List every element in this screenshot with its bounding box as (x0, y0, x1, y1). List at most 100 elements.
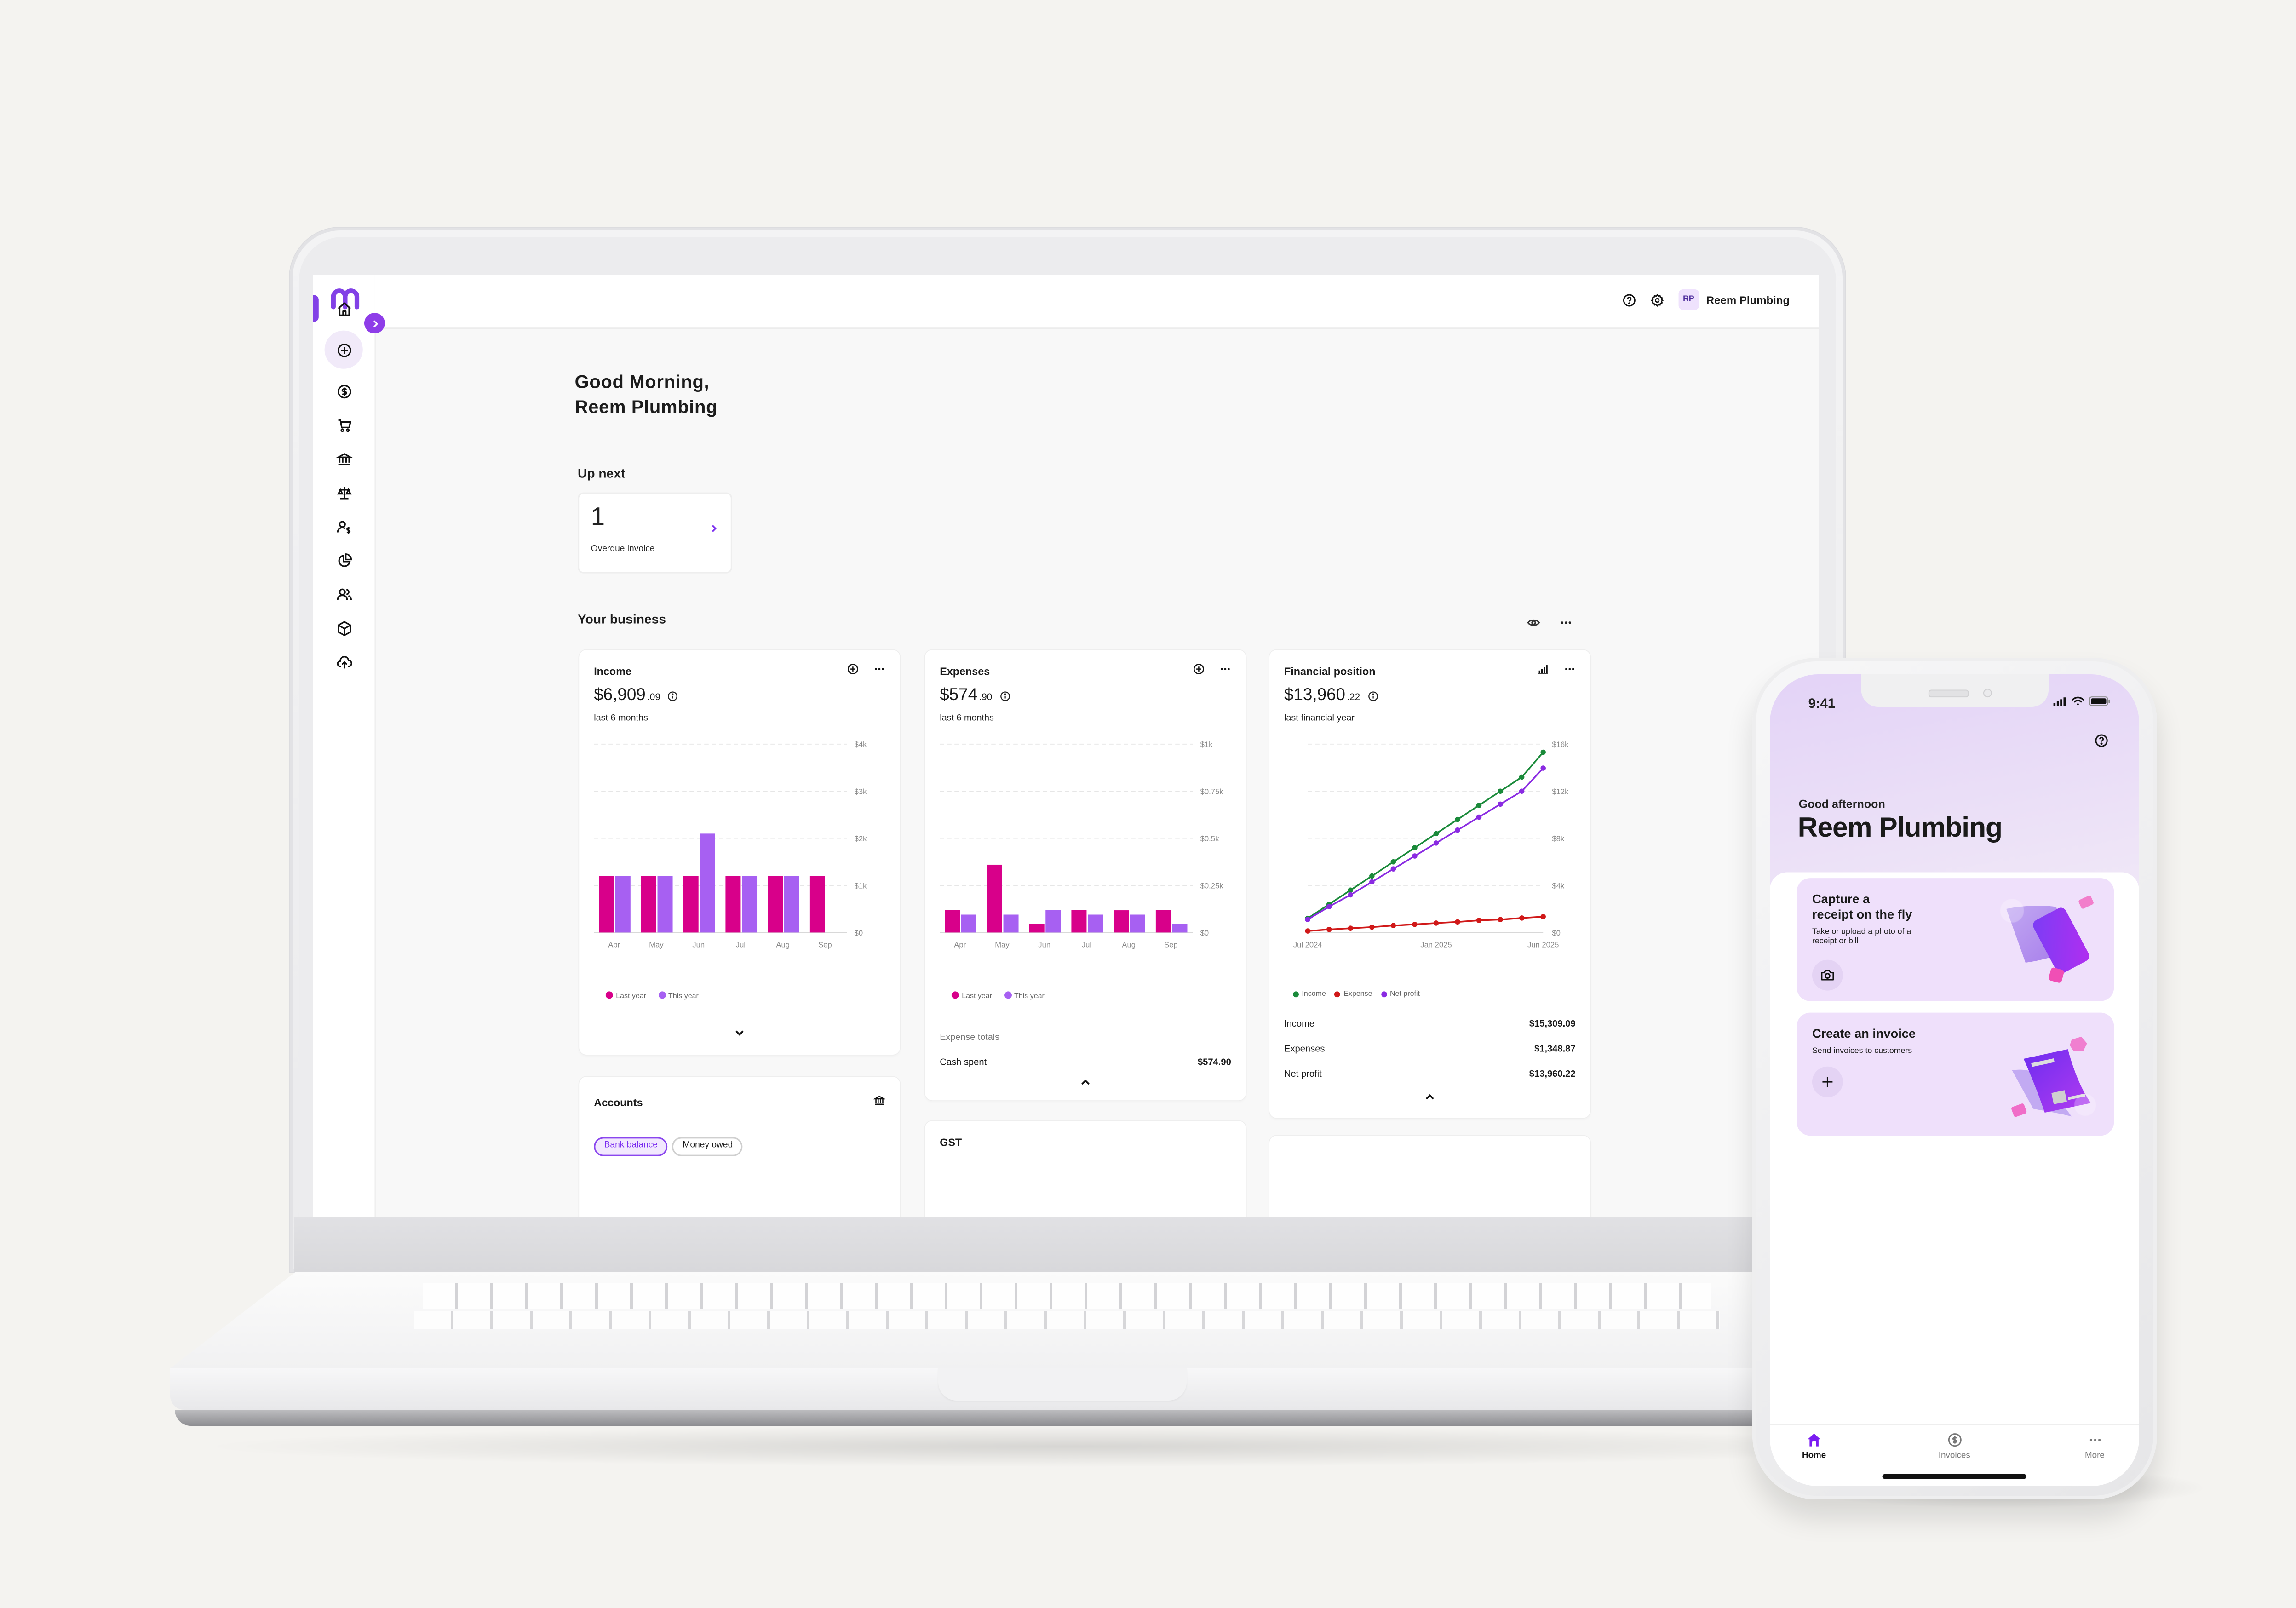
svg-text:$0.25k: $0.25k (1200, 881, 1224, 890)
income-title: Income (594, 665, 631, 678)
income-period: last 6 months (594, 713, 648, 724)
tab-home[interactable]: Home (1776, 1433, 1853, 1460)
sidebar-item-contacts[interactable] (325, 575, 363, 613)
capture-receipt-card[interactable]: Capture a receipt on the fly Take or upl… (1797, 878, 2114, 1001)
income-bar-chart: $0 $1k $2k $3k $4k Apr May Jun Jul Aug Sep (594, 740, 867, 949)
financial-legend: Income Expense Net profit (1293, 990, 1420, 999)
phone-camera (1983, 689, 1992, 698)
svg-text:Aug: Aug (1122, 940, 1136, 949)
svg-text:$1k: $1k (1200, 740, 1213, 749)
account-switcher[interactable]: RP Reem Plumbing (1678, 289, 1790, 310)
chevron-down-icon[interactable] (734, 1027, 746, 1039)
sidebar-item-sales[interactable] (325, 372, 363, 410)
svg-text:$8k: $8k (1552, 834, 1564, 843)
chevron-right-icon (373, 319, 378, 327)
cloud-upload-icon (336, 655, 352, 668)
bank-icon[interactable] (873, 1094, 885, 1106)
financial-position-card: Financial position $13,960.22 last finan… (1269, 650, 1590, 1118)
more-horizontal-icon[interactable] (1559, 616, 1573, 629)
sidebar-item-create[interactable] (324, 330, 363, 369)
dollar-circle-icon (337, 384, 351, 398)
sidebar (313, 275, 376, 1217)
home-indicator (1882, 1474, 2027, 1479)
signal-icon (2053, 697, 2066, 706)
help-circle-icon[interactable] (2095, 734, 2108, 747)
sidebar-item-payroll[interactable] (325, 507, 363, 546)
svg-text:$2k: $2k (855, 834, 867, 843)
cash-spent-row: Cash spent $574.90 (940, 1057, 1231, 1068)
greeting: Good Morning, Reem Plumbing (575, 370, 718, 420)
more-horizontal-icon[interactable] (873, 663, 885, 675)
create-invoice-subtitle: Send invoices to customers (1812, 1045, 1912, 1055)
legend-expense: Expense (1335, 990, 1372, 999)
info-icon[interactable] (1367, 690, 1378, 701)
svg-text:Sep: Sep (1164, 940, 1178, 949)
overdue-label: Overdue invoice (591, 545, 655, 554)
create-invoice-card[interactable]: Create an invoice Send invoices to custo… (1797, 1012, 2114, 1136)
gst-title: GST (940, 1136, 962, 1149)
svg-text:Jul: Jul (736, 940, 746, 949)
sidebar-item-accounting[interactable] (325, 473, 363, 511)
shopping-cart-icon (337, 419, 351, 431)
top-bar: RP Reem Plumbing (374, 275, 1819, 329)
tab-invoices[interactable]: Invoices (1916, 1433, 1993, 1460)
create-invoice-button[interactable] (1812, 1066, 1843, 1097)
more-horizontal-icon (2089, 1439, 2101, 1441)
sidebar-item-reports[interactable] (325, 541, 363, 579)
svg-text:Apr: Apr (954, 940, 966, 949)
greeting-line-1: Good Morning, (574, 372, 710, 392)
laptop-screen: RP Reem Plumbing Good Morning, Reem Plum… (313, 275, 1819, 1217)
sidebar-item-banking[interactable] (325, 439, 363, 477)
cash-spent-value: $574.90 (1197, 1057, 1231, 1068)
next-card (1269, 1136, 1590, 1217)
plus-icon (1822, 1077, 1833, 1087)
gear-icon[interactable] (1650, 293, 1664, 306)
sidebar-item-home[interactable] (325, 289, 363, 327)
svg-text:$0: $0 (1552, 929, 1561, 937)
expenses-card: Expenses $574.90 last 6 months $0 $0.25k $… (925, 650, 1246, 1101)
info-icon[interactable] (668, 690, 678, 701)
sidebar-item-upload[interactable] (325, 643, 363, 681)
capture-receipt-button[interactable] (1812, 959, 1843, 991)
brand-logo-icon[interactable] (330, 287, 360, 310)
bar-chart-icon[interactable] (1537, 663, 1549, 675)
gst-card: GST (925, 1121, 1246, 1217)
phone-speaker (1928, 689, 1969, 698)
sidebar-expand-button[interactable] (364, 313, 385, 333)
chevron-up-icon[interactable] (1424, 1091, 1436, 1103)
amount-main: $574 (940, 687, 978, 705)
svg-text:$0: $0 (855, 929, 863, 937)
info-icon[interactable] (999, 690, 1010, 701)
tab-more[interactable]: More (2056, 1433, 2133, 1460)
summary-income-row: Income $15,309.09 (1284, 1019, 1576, 1030)
tab-money-owed[interactable]: Money owed (672, 1136, 743, 1156)
more-horizontal-icon[interactable] (1219, 663, 1231, 675)
person-dollar-icon (336, 520, 350, 533)
help-circle-icon[interactable] (1622, 293, 1636, 306)
overdue-invoice-card[interactable]: 1 Overdue invoice (578, 492, 732, 574)
svg-text:$4k: $4k (1552, 881, 1564, 890)
svg-text:Aug: Aug (776, 940, 790, 949)
create-invoice-title: Create an invoice (1812, 1026, 1916, 1041)
svg-text:Jun: Jun (692, 940, 705, 949)
plus-circle-icon[interactable] (847, 663, 859, 675)
amount-main: $6,909 (594, 687, 646, 705)
svg-text:Jul 2024: Jul 2024 (1293, 940, 1322, 949)
financial-line-chart: $0 $4k $8k $12k $16k Jul 2024 Jan 2025 Jun 2025 (1293, 740, 1569, 949)
chevron-up-icon[interactable] (1079, 1077, 1091, 1089)
expenses-legend: Last year This year (951, 991, 1045, 1001)
laptop-keyboard-row (414, 1311, 1720, 1329)
sidebar-item-purchases[interactable] (325, 406, 363, 444)
expenses-title: Expenses (940, 665, 990, 678)
status-icons (2053, 696, 2110, 706)
eye-icon[interactable] (1527, 616, 1540, 629)
invoice-illustration (2011, 1036, 2096, 1117)
laptop-hinge (294, 1217, 1845, 1272)
plus-circle-icon[interactable] (1193, 663, 1205, 675)
more-horizontal-icon[interactable] (1564, 663, 1576, 675)
expenses-period: last 6 months (940, 713, 994, 724)
tab-bank-balance[interactable]: Bank balance (594, 1136, 668, 1156)
legend-income: Income (1293, 990, 1326, 999)
income-card: Income $6,909.09 last 6 months $0 $1k $2k $… (579, 650, 900, 1055)
sidebar-item-inventory[interactable] (325, 609, 363, 647)
